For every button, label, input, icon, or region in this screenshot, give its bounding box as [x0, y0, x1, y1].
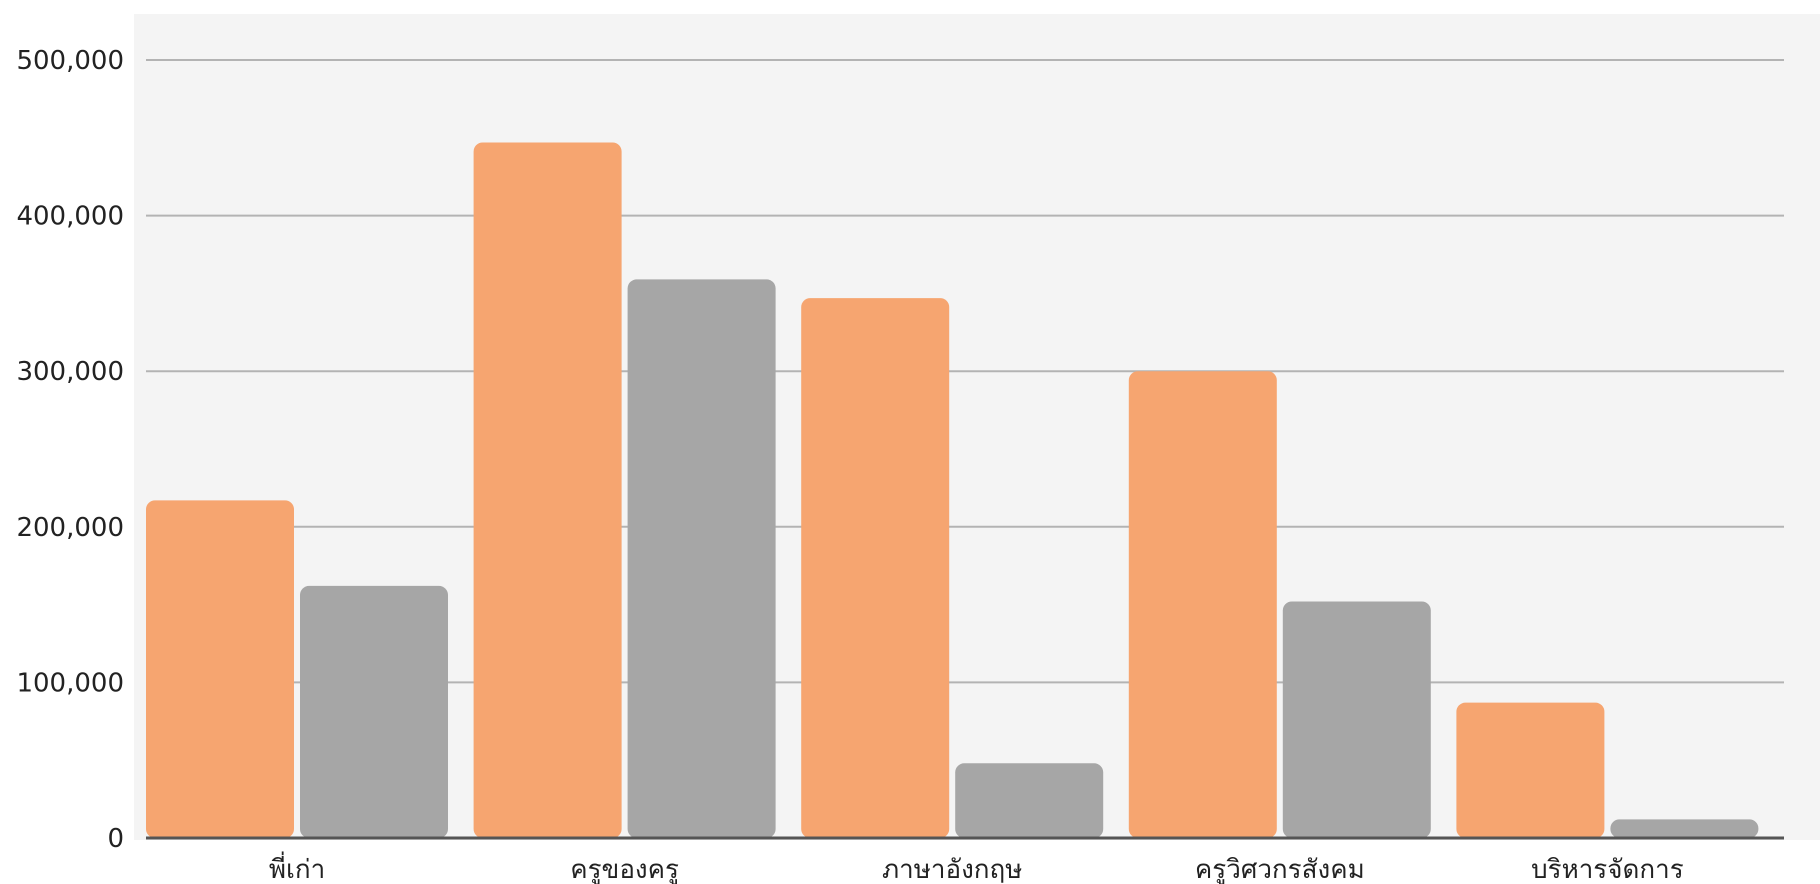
y-tick-label: 400,000 — [16, 202, 124, 232]
bar-series-2-4 — [1282, 601, 1431, 838]
y-tick-label: 200,000 — [16, 513, 124, 543]
bar-series-2-3 — [955, 763, 1104, 838]
x-category-label: ครูของครู — [570, 855, 679, 884]
bar-series-2-1 — [300, 585, 448, 838]
bar-series-2-5 — [1610, 819, 1759, 838]
x-category-label: ภาษาอังกฤษ — [882, 855, 1022, 884]
x-category-label: บริหารจัดการ — [1531, 855, 1684, 884]
x-category-label: ครูวิศวกรสังคม — [1195, 855, 1365, 884]
x-category-label: พี่เก่า — [269, 851, 325, 884]
y-axis-ticks: 0 100,000 200,000 300,000 400,000 500,000 — [16, 46, 124, 854]
bar-series-2-2 — [627, 279, 776, 838]
bar-series-1-3 — [801, 298, 950, 838]
bar-series-1-5 — [1456, 702, 1605, 838]
y-tick-label: 100,000 — [16, 668, 124, 698]
bar-series-1-2 — [473, 142, 622, 838]
x-axis-labels: พี่เก่า ครูของครู ภาษาอังกฤษ ครูวิศวกรสังคม… — [269, 851, 1684, 884]
bar-series-1-1 — [146, 500, 294, 838]
y-tick-label: 0 — [107, 824, 124, 854]
y-tick-label: 500,000 — [16, 46, 124, 76]
bar-series-1-4 — [1128, 371, 1277, 838]
bars — [146, 142, 1759, 838]
y-tick-label: 300,000 — [16, 357, 124, 387]
